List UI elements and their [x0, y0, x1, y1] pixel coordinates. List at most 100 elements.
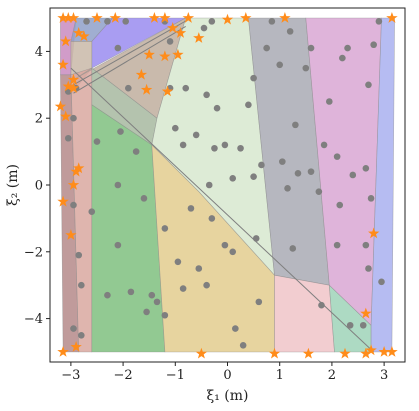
data-point-circle-84: [232, 325, 239, 332]
y-tick-label-4: 4: [35, 45, 43, 60]
data-point-circle-55: [284, 185, 291, 192]
data-point-star-27: [67, 82, 80, 93]
data-point-circle-64: [208, 215, 216, 222]
boundary-line-0: [73, 25, 186, 94]
data-point-star-30: [73, 162, 85, 174]
data-point-circle-75: [78, 281, 85, 289]
data-point-circle-21: [213, 104, 221, 112]
data-point-circle-0: [83, 18, 90, 25]
data-point-star-31: [70, 165, 82, 177]
data-point-star-12: [73, 27, 85, 38]
data-point-star-46: [360, 307, 372, 319]
data-point-circle-80: [161, 311, 169, 319]
data-point-circle-17: [125, 84, 132, 92]
data-point-circle-41: [258, 161, 265, 169]
data-point-circle-24: [245, 101, 252, 109]
data-point-star-35: [57, 346, 69, 357]
data-point-star-7: [182, 12, 195, 23]
data-point-circle-53: [205, 181, 213, 189]
data-point-circle-57: [336, 201, 344, 209]
data-point-circle-27: [365, 81, 372, 89]
data-point-star-45: [368, 227, 380, 239]
data-point-circle-58: [367, 195, 375, 202]
data-point-circle-35: [171, 124, 179, 132]
data-point-circle-66: [229, 248, 237, 256]
y-tick-label-0: −4: [24, 312, 43, 327]
y-tick-label-2: 0: [35, 179, 43, 194]
data-point-star-9: [240, 12, 252, 23]
y-tick-label-1: −2: [24, 245, 43, 260]
data-point-circle-81: [143, 308, 150, 316]
data-point-circle-2: [122, 18, 129, 25]
data-point-circle-78: [148, 291, 156, 299]
data-point-circle-9: [200, 24, 208, 32]
x-tick-label-1: −2: [114, 368, 133, 383]
data-point-star-39: [302, 347, 315, 359]
data-point-circle-62: [114, 241, 122, 249]
x-tick-label-5: 2: [328, 368, 336, 383]
data-point-circle-79: [153, 298, 161, 306]
data-point-circle-37: [192, 131, 200, 139]
data-point-circle-1: [104, 18, 111, 25]
plot-area: [54, 12, 398, 359]
data-point-circle-31: [64, 134, 72, 142]
data-point-star-6: [159, 12, 171, 23]
data-point-circle-28: [292, 121, 299, 129]
data-point-star-10: [279, 12, 291, 23]
data-point-circle-76: [104, 291, 111, 299]
data-point-star-40: [339, 347, 351, 359]
data-point-circle-47: [333, 153, 341, 160]
data-point-circle-6: [375, 18, 383, 25]
data-point-circle-46: [320, 141, 328, 149]
data-point-star-20: [172, 48, 184, 60]
data-point-circle-68: [195, 265, 203, 272]
data-point-star-19: [159, 50, 171, 62]
data-point-star-42: [365, 344, 377, 356]
data-point-circle-26: [339, 54, 346, 62]
data-point-star-11: [386, 12, 398, 23]
data-point-circle-20: [203, 91, 210, 99]
data-point-circle-14: [370, 41, 377, 49]
data-point-star-32: [67, 179, 80, 190]
data-point-circle-40: [237, 144, 244, 152]
data-point-star-5: [148, 12, 161, 23]
data-point-circle-7: [114, 44, 122, 52]
data-point-circle-60: [88, 208, 96, 216]
data-point-circle-45: [307, 168, 315, 175]
data-point-star-28: [54, 100, 67, 112]
data-point-circle-83: [203, 281, 210, 289]
data-point-star-38: [268, 347, 281, 359]
data-point-circle-19: [182, 84, 190, 92]
data-point-star-37: [195, 347, 208, 359]
data-point-star-25: [67, 73, 80, 85]
data-point-circle-88: [346, 321, 354, 329]
x-tick-label-3: 0: [223, 368, 231, 383]
data-point-circle-42: [250, 173, 257, 180]
data-point-circle-22: [250, 74, 257, 82]
data-point-star-13: [78, 30, 90, 42]
data-point-circle-82: [179, 285, 187, 292]
data-point-circle-67: [174, 258, 182, 266]
data-point-circle-86: [255, 298, 263, 306]
data-point-star-34: [65, 229, 77, 240]
data-point-star-16: [193, 32, 205, 43]
data-point-circle-49: [362, 165, 370, 172]
data-point-star-23: [161, 85, 174, 97]
data-point-circle-39: [221, 141, 229, 149]
data-point-circle-12: [307, 44, 315, 52]
axis-ticks: −3 −2 −1 0 1 2 3 −4 −2 0 2 4: [24, 7, 406, 383]
data-point-circle-74: [378, 278, 385, 286]
data-point-circle-72: [362, 241, 370, 249]
data-point-star-0: [57, 12, 69, 23]
data-point-star-24: [57, 58, 69, 70]
data-point-circle-23: [276, 61, 284, 69]
data-point-circle-11: [286, 28, 294, 35]
data-point-star-4: [109, 12, 121, 23]
data-point-circle-69: [252, 235, 260, 242]
data-point-circle-38: [211, 144, 218, 152]
data-point-circle-44: [294, 170, 302, 177]
data-point-circle-90: [70, 325, 77, 332]
data-point-circle-36: [179, 141, 187, 149]
data-point-circle-70: [289, 245, 297, 252]
